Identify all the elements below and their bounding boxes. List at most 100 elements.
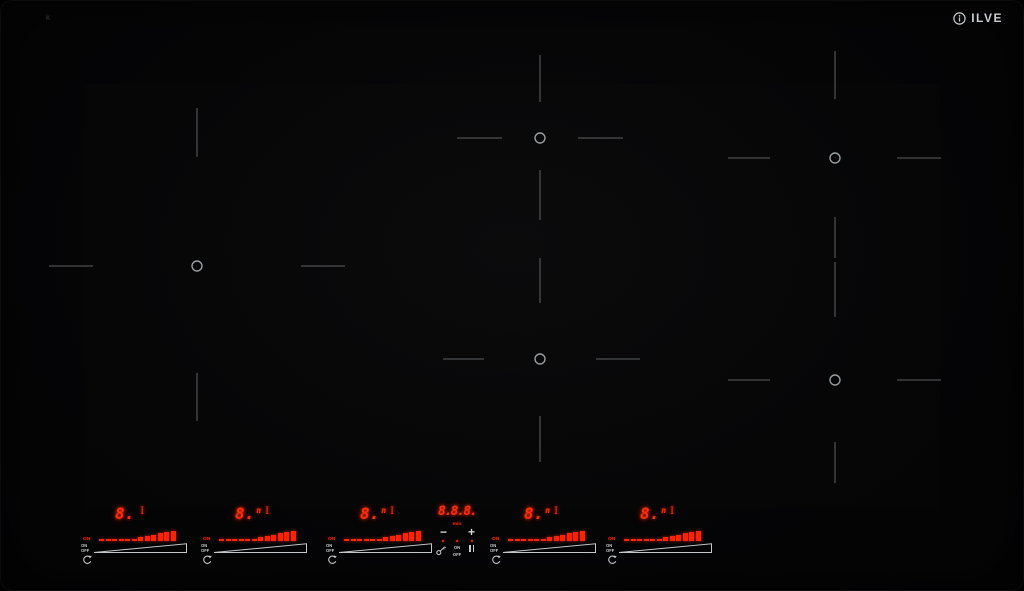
power-segment[interactable] xyxy=(219,538,224,541)
power-segment[interactable] xyxy=(689,532,694,541)
power-segment[interactable] xyxy=(144,535,150,541)
rotate-function-icon[interactable] xyxy=(202,555,213,566)
power-segment[interactable] xyxy=(290,530,296,541)
rotate-function-icon[interactable] xyxy=(607,555,618,566)
power-segment[interactable] xyxy=(105,538,111,541)
power-segment[interactable] xyxy=(514,538,520,541)
power-segment[interactable] xyxy=(637,538,642,541)
zone-onoff-button[interactable]: ON OFF xyxy=(326,544,338,553)
power-segment[interactable] xyxy=(396,534,401,541)
power-segment[interactable] xyxy=(389,535,395,541)
power-segment[interactable] xyxy=(547,537,552,541)
zone-on-indicator: ON xyxy=(492,535,500,541)
zone-power-display: 8. n I xyxy=(640,506,674,522)
power-slider[interactable] xyxy=(338,543,433,554)
power-segment[interactable] xyxy=(125,538,130,541)
power-segment[interactable] xyxy=(370,538,375,541)
power-segment[interactable] xyxy=(650,538,655,541)
power-segment[interactable] xyxy=(264,535,270,541)
power-segment[interactable] xyxy=(157,533,163,541)
zone-onoff-label-on: ON xyxy=(490,543,497,549)
power-segment[interactable] xyxy=(225,538,231,541)
rotate-function-icon[interactable] xyxy=(82,555,93,566)
power-segment[interactable] xyxy=(258,537,263,541)
aux-indicator: n xyxy=(256,506,262,515)
power-slider[interactable] xyxy=(93,543,188,554)
power-level-bar[interactable] xyxy=(99,528,176,541)
power-segment[interactable] xyxy=(676,534,681,541)
power-segment[interactable] xyxy=(402,533,408,541)
power-segment[interactable] xyxy=(344,538,349,541)
power-segment[interactable] xyxy=(566,533,572,541)
child-lock-key-icon[interactable] xyxy=(436,544,447,556)
power-segment[interactable] xyxy=(363,538,369,541)
power-segment[interactable] xyxy=(553,535,559,541)
timer-indicator: I xyxy=(265,506,270,517)
power-segment[interactable] xyxy=(277,533,283,541)
power-segment[interactable] xyxy=(164,532,169,541)
power-segment[interactable] xyxy=(138,537,143,541)
power-segment[interactable] xyxy=(131,538,137,541)
power-segment[interactable] xyxy=(409,532,414,541)
power-segment[interactable] xyxy=(630,538,636,541)
power-segment[interactable] xyxy=(415,530,421,541)
power-segment[interactable] xyxy=(170,530,176,541)
onoff-indicator-led xyxy=(456,540,458,542)
power-slider[interactable] xyxy=(502,543,597,554)
power-segment[interactable] xyxy=(624,538,629,541)
power-slider[interactable] xyxy=(213,543,308,554)
power-level-bar[interactable] xyxy=(508,528,585,541)
timer-minus-button[interactable]: − xyxy=(440,525,448,539)
power-segment[interactable] xyxy=(579,530,585,541)
power-segment[interactable] xyxy=(573,532,578,541)
zone-onoff-label-off: OFF xyxy=(81,548,90,553)
power-segment[interactable] xyxy=(112,538,117,541)
power-segment[interactable] xyxy=(521,538,526,541)
rotate-function-icon[interactable] xyxy=(327,555,338,566)
power-level-digit: 8. xyxy=(115,504,135,523)
power-segment[interactable] xyxy=(508,538,513,541)
zone-onoff-button[interactable]: ON OFF xyxy=(490,544,502,553)
power-segment[interactable] xyxy=(669,535,675,541)
power-segment[interactable] xyxy=(245,538,250,541)
timer-plus-button[interactable]: + xyxy=(467,525,475,539)
power-segment[interactable] xyxy=(151,534,156,541)
power-segment[interactable] xyxy=(238,538,244,541)
power-level-bar[interactable] xyxy=(624,528,701,541)
onoff-label-on: ON xyxy=(453,545,461,551)
power-segment[interactable] xyxy=(643,538,649,541)
zone-on-indicator: ON xyxy=(203,535,211,541)
power-level-bar[interactable] xyxy=(344,528,421,541)
power-segment[interactable] xyxy=(357,538,362,541)
main-onoff-button[interactable]: ON OFF xyxy=(432,544,482,557)
power-segment[interactable] xyxy=(232,538,237,541)
power-segment[interactable] xyxy=(350,538,356,541)
power-segment[interactable] xyxy=(271,534,276,541)
power-segment[interactable] xyxy=(99,538,104,541)
power-segment[interactable] xyxy=(540,538,546,541)
pause-icon[interactable] xyxy=(469,545,474,552)
zone-onoff-button[interactable]: ON OFF xyxy=(81,544,93,553)
brand-name: ILVE xyxy=(971,11,1003,25)
power-segment[interactable] xyxy=(560,534,565,541)
power-segment[interactable] xyxy=(376,538,382,541)
power-segment[interactable] xyxy=(383,537,388,541)
power-segment[interactable] xyxy=(284,532,289,541)
aux-indicator: n xyxy=(381,506,387,515)
zone-onoff-button[interactable]: ON OFF xyxy=(606,544,618,553)
power-slider[interactable] xyxy=(618,543,713,554)
power-segment[interactable] xyxy=(682,533,688,541)
power-segment[interactable] xyxy=(118,538,124,541)
power-segment[interactable] xyxy=(527,538,533,541)
power-segment[interactable] xyxy=(534,538,539,541)
power-segment[interactable] xyxy=(695,530,701,541)
power-level-bar[interactable] xyxy=(219,528,296,541)
power-segment[interactable] xyxy=(656,538,662,541)
power-segment[interactable] xyxy=(663,537,668,541)
info-circle-i-icon xyxy=(953,11,966,25)
power-segment[interactable] xyxy=(251,538,257,541)
zone-onoff-button[interactable]: ON OFF xyxy=(201,544,213,553)
rotate-function-icon[interactable] xyxy=(491,555,502,566)
